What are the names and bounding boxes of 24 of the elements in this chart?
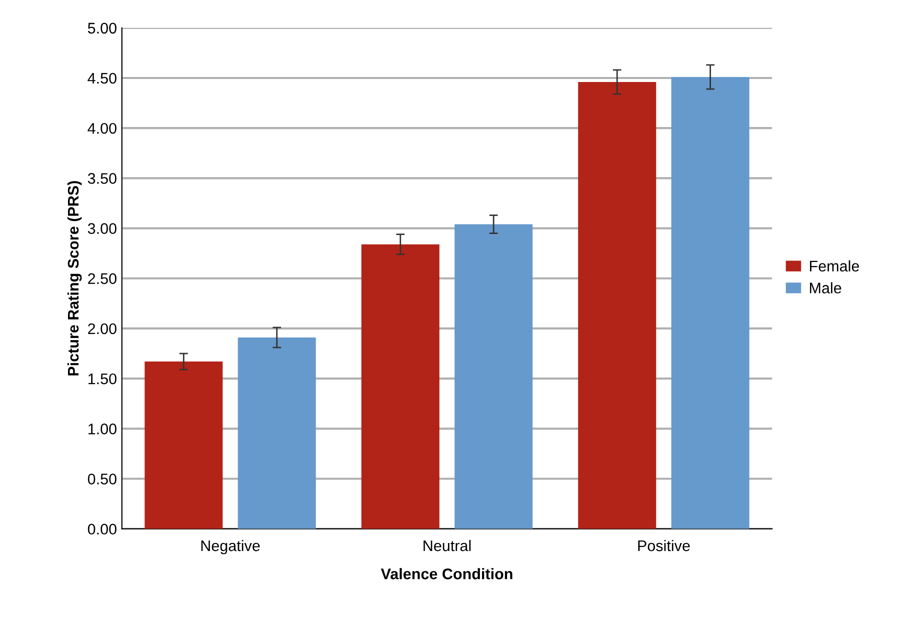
bar (671, 76, 750, 529)
y-tick-label: 3.50 (88, 173, 116, 184)
bar (144, 362, 223, 529)
y-tick-label: 2.50 (88, 273, 116, 284)
y-tick-label: 4.00 (88, 122, 116, 134)
y-tick-label: 3.00 (88, 223, 116, 234)
bar (454, 224, 533, 529)
x-tick-label: Neutral (424, 540, 471, 552)
y-tick-label: 0.00 (88, 524, 116, 535)
y-tick-label: 1.00 (88, 424, 116, 434)
y-tick-label: 0.50 (88, 474, 116, 484)
x-tick-label: Positive (638, 540, 690, 552)
x-tick-label: Negative (201, 540, 260, 554)
y-axis-title: Picture Rating Score (PRS) (67, 181, 82, 376)
legend-label: Male (810, 282, 842, 294)
y-tick-label: 1.50 (88, 373, 116, 384)
legend-label: Female (810, 260, 859, 272)
y-tick-label: 4.50 (88, 72, 116, 84)
bar (578, 82, 656, 529)
bar (238, 337, 316, 529)
y-tick-label: 5.00 (88, 22, 116, 34)
bar (361, 244, 440, 529)
y-tick-label: 2.00 (88, 323, 116, 334)
x-axis-title: Valence Condition (380, 568, 512, 580)
